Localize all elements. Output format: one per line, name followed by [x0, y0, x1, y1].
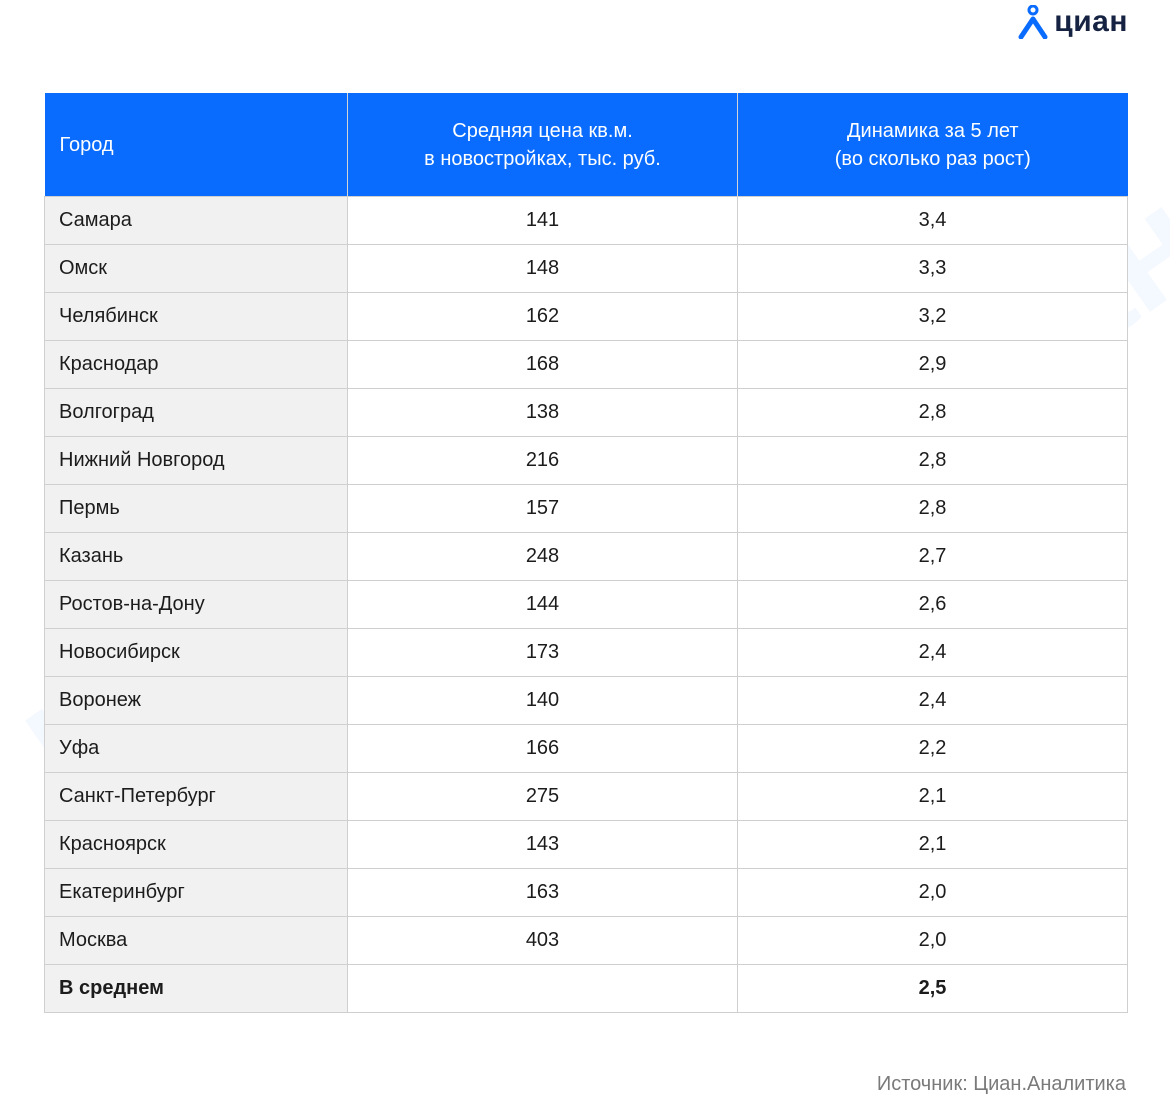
column-header: Динамика за 5 лет (во сколько раз рост): [737, 93, 1128, 197]
price-cell: 143: [347, 820, 738, 869]
city-cell: Самара: [44, 196, 348, 245]
growth-cell: 2,9: [737, 340, 1128, 389]
average-growth-cell: 2,5: [737, 964, 1128, 1013]
cian-house-person-icon: [1018, 5, 1048, 39]
logo-text: циан: [1054, 5, 1128, 38]
column-header-line: Город: [59, 133, 114, 156]
city-cell: Ростов-на-Дону: [44, 580, 348, 629]
table-row: Москва 403 2,0: [44, 916, 1128, 965]
brand-logo: циан: [1018, 2, 1128, 42]
column-header-line: в новостройках, тыс. руб.: [424, 147, 661, 170]
table-row: Самара 141 3,4: [44, 196, 1128, 245]
city-cell: Красноярск: [44, 820, 348, 869]
price-cell: 166: [347, 724, 738, 773]
source-note: Источник: Циан.Аналитика: [876, 1073, 1126, 1095]
growth-cell: 2,1: [737, 772, 1128, 821]
table-row: Челябинск 162 3,2: [44, 292, 1128, 341]
price-cell: 216: [347, 436, 738, 485]
growth-cell: 2,8: [737, 388, 1128, 437]
city-cell: Екатеринбург: [44, 868, 348, 917]
table-body: Самара 141 3,4 Омск 148 3,3 Челябинск 162 3,2 Кра…: [44, 196, 1128, 1013]
price-cell: 157: [347, 484, 738, 533]
table-row: Воронеж 140 2,4: [44, 676, 1128, 725]
table-row: Уфа 166 2,2: [44, 724, 1128, 773]
price-cell: 168: [347, 340, 738, 389]
city-cell: Челябинск: [44, 292, 348, 341]
city-cell: Краснодар: [44, 340, 348, 389]
city-cell: Новосибирск: [44, 628, 348, 677]
growth-cell: 2,8: [737, 484, 1128, 533]
growth-cell: 3,2: [737, 292, 1128, 341]
city-cell: Казань: [44, 532, 348, 581]
growth-cell: 2,0: [737, 916, 1128, 965]
table-row: Пермь 157 2,8: [44, 484, 1128, 533]
price-cell: 162: [347, 292, 738, 341]
city-cell: Москва: [44, 916, 348, 965]
price-cell: 163: [347, 868, 738, 917]
table-row: Ростов-на-Дону 144 2,6: [44, 580, 1128, 629]
table-row: Омск 148 3,3: [44, 244, 1128, 293]
growth-cell: 2,2: [737, 724, 1128, 773]
city-cell: Волгоград: [44, 388, 348, 437]
column-header-line: Динамика за 5 лет: [847, 119, 1019, 142]
price-cell: 248: [347, 532, 738, 581]
growth-cell: 2,8: [737, 436, 1128, 485]
table-header: Город Средняя цена кв.м. в новостройках, т…: [44, 93, 1128, 197]
city-cell: Омск: [44, 244, 348, 293]
price-cell: 173: [347, 628, 738, 677]
city-cell: Санкт-Петербург: [44, 772, 348, 821]
growth-cell: 2,7: [737, 532, 1128, 581]
average-row: В среднем 2,5: [44, 964, 1128, 1013]
price-cell: 403: [347, 916, 738, 965]
city-cell: Воронеж: [44, 676, 348, 725]
table-row: Волгоград 138 2,8: [44, 388, 1128, 437]
price-cell: 148: [347, 244, 738, 293]
growth-cell: 3,3: [737, 244, 1128, 293]
price-cell: 275: [347, 772, 738, 821]
table-row: Казань 248 2,7: [44, 532, 1128, 581]
growth-cell: 3,4: [737, 196, 1128, 245]
column-header-line: (во сколько раз рост): [834, 147, 1031, 170]
city-cell: Нижний Новгород: [44, 436, 348, 485]
city-cell: Пермь: [44, 484, 348, 533]
growth-cell: 2,0: [737, 868, 1128, 917]
table-row: Екатеринбург 163 2,0: [44, 868, 1128, 917]
growth-cell: 2,1: [737, 820, 1128, 869]
city-cell: Уфа: [44, 724, 348, 773]
table-row: Краснодар 168 2,9: [44, 340, 1128, 389]
price-cell: 138: [347, 388, 738, 437]
average-label: В среднем: [44, 964, 348, 1013]
table-row: Нижний Новгород 216 2,8: [44, 436, 1128, 485]
column-header: Средняя цена кв.м. в новостройках, тыс. р…: [347, 93, 738, 197]
growth-cell: 2,4: [737, 628, 1128, 677]
column-header: Город: [44, 93, 348, 197]
price-cell: 140: [347, 676, 738, 725]
table-row: Санкт-Петербург 275 2,1: [44, 772, 1128, 821]
table-row: Красноярск 143 2,1: [44, 820, 1128, 869]
growth-cell: 2,4: [737, 676, 1128, 725]
price-table: Город Средняя цена кв.м. в новостройках, т…: [44, 93, 1128, 1013]
column-header-line: Средняя цена кв.м.: [452, 119, 633, 142]
table-row: Новосибирск 173 2,4: [44, 628, 1128, 677]
average-price-cell: [347, 964, 738, 1013]
price-cell: 141: [347, 196, 738, 245]
growth-cell: 2,6: [737, 580, 1128, 629]
price-cell: 144: [347, 580, 738, 629]
